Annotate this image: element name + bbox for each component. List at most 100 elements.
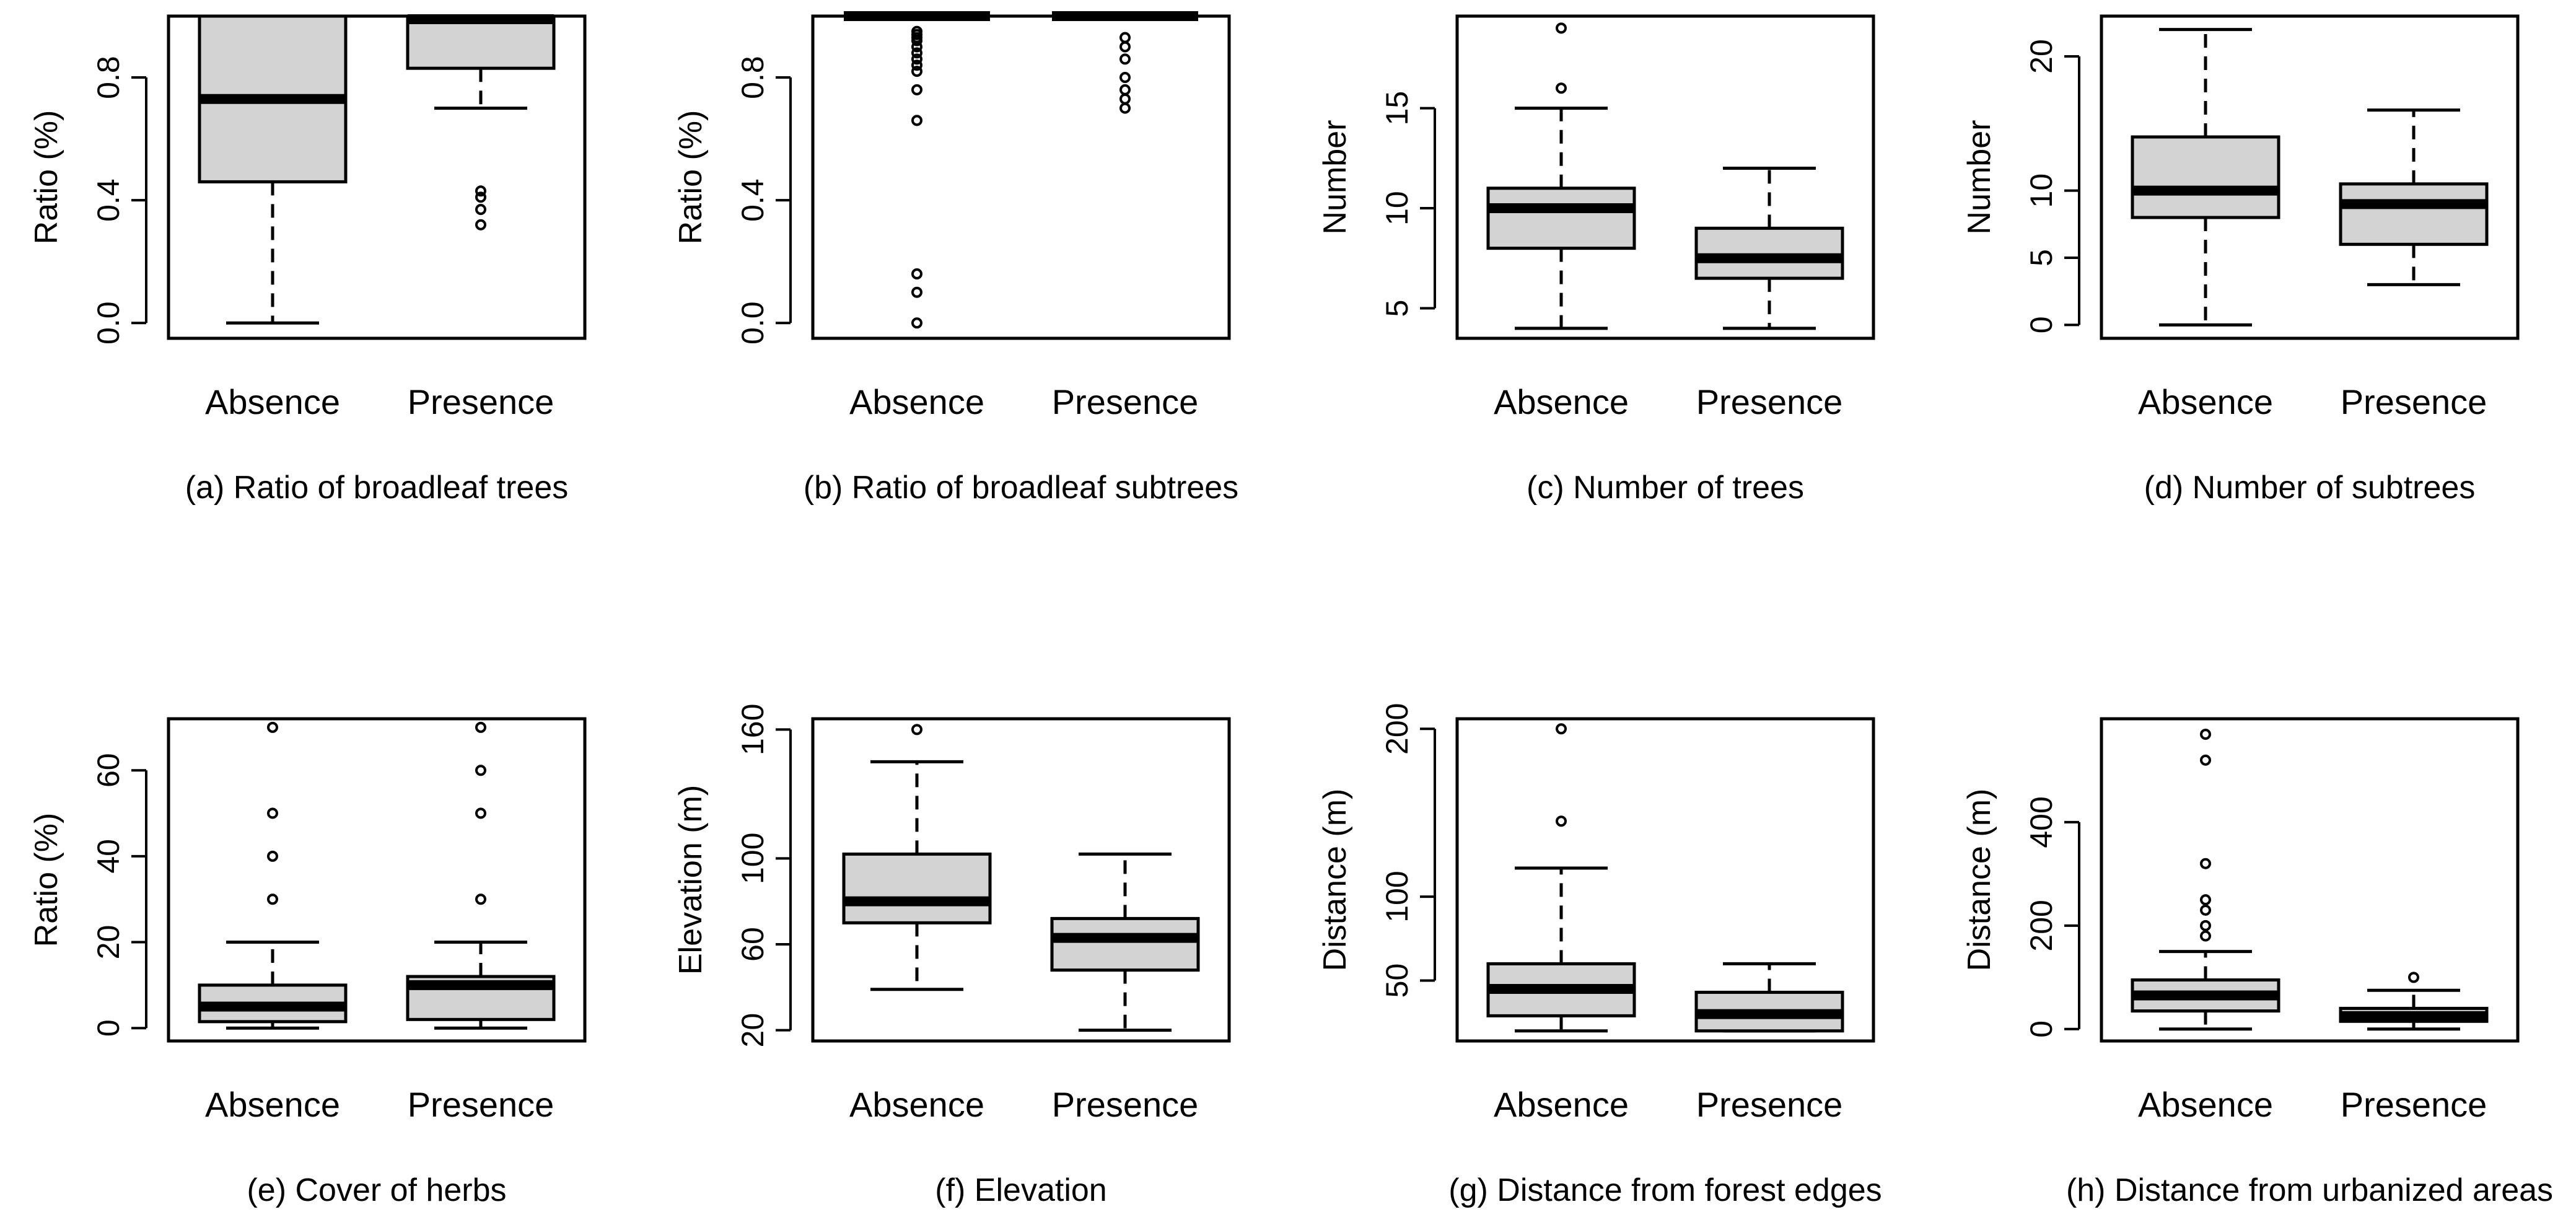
y-tick-label: 200 [1380,703,1414,755]
y-axis-label: Elevation (m) [673,785,709,975]
y-axis-label: Ratio (%) [28,813,64,947]
panel-caption: (d) Number of subtrees [2144,470,2476,506]
x-category-label: Presence [2341,382,2487,421]
y-tick-label: 40 [91,839,126,874]
panel-a: 0.0 0.4 0.8 Ratio (%) Absence Presence (a) Rat… [28,14,587,506]
box-presence [406,14,556,231]
panel-f: 20 60 100 160 Elevation (m) Absence Presence (f… [673,704,1231,1208]
outlier-point [267,721,278,733]
plot-frame [167,14,587,340]
iqr-box [2339,182,2489,246]
outlier-point [911,286,922,298]
box-presence [2339,972,2489,1031]
outlier-point [267,850,278,862]
box-presence [406,721,556,1030]
outlier-point [1119,102,1131,114]
iqr-box [1050,916,1200,972]
panel-b: 0.0 0.4 0.8 Ratio (%) Absence Presence (b) Rat… [673,11,1238,506]
x-category-label: Presence [2341,1085,2487,1124]
outlier-point [2200,894,2211,906]
box-absence [2131,729,2280,1031]
panel-e: 0 20 40 60 Ratio (%) Absence Presence (e) Cover… [28,717,587,1208]
plot-frame [1455,14,1875,340]
box-absence [198,14,348,325]
outlier-point [1119,84,1131,95]
box-absence [2131,28,2280,327]
box-presence [1050,852,1200,1032]
box-presence [1694,166,1844,330]
x-category-label: Absence [849,382,984,421]
box-absence [1486,22,1636,330]
plot-frame [167,717,587,1043]
iqr-box [1694,226,1844,280]
outlier-point [911,66,922,77]
iqr-box [1486,187,1636,250]
outlier-point [911,115,922,126]
panel-caption: (c) Number of trees [1527,470,1804,506]
outlier-point [911,53,922,65]
y-axis-label: Ratio (%) [28,110,64,245]
y-tick-label: 60 [91,753,126,788]
plot-frame [2100,14,2520,340]
outlier-point [911,84,922,95]
x-category-label: Absence [205,1085,340,1124]
outlier-point [2408,972,2419,983]
plot-frame [811,717,1231,1043]
outlier-point [267,894,278,905]
outlier-point [1119,72,1131,84]
iqr-box [2131,135,2280,219]
outlier-point [2200,754,2211,766]
outlier-point [1556,815,1567,827]
box-absence [844,11,990,329]
panel-c: 5 10 15 Number Absence Presence (c) Number of … [1317,14,1875,506]
x-category-label: Absence [1494,1085,1629,1124]
outlier-point [2200,729,2211,740]
panel-caption: (e) Cover of herbs [247,1172,506,1208]
x-category-label: Absence [849,1085,984,1124]
y-tick-label: 20 [735,1013,770,1048]
y-tick-label: 0.4 [735,178,770,222]
outlier-point [1119,93,1131,105]
x-category-label: Absence [2138,1085,2273,1124]
outlier-point [475,219,486,231]
y-axis-label: Distance (m) [1961,789,1997,972]
panel-caption: (a) Ratio of broadleaf trees [185,470,569,506]
x-category-label: Presence [1696,382,1843,421]
outlier-point [911,724,922,735]
outlier-point [2200,858,2211,869]
y-tick-label: 50 [1380,964,1414,998]
y-axis-label: Ratio (%) [673,110,709,245]
outlier-point [911,25,922,37]
outlier-point [1119,53,1131,65]
y-axis-label: Distance (m) [1317,789,1353,972]
panel-caption: (f) Elevation [935,1172,1106,1208]
box-presence [1052,11,1198,114]
outlier-point [1556,22,1567,34]
y-tick-label: 5 [1380,300,1414,317]
y-tick-label: 400 [2024,796,2059,848]
y-tick-label: 0 [91,1019,126,1037]
y-tick-label: 160 [735,704,770,755]
y-tick-label: 15 [1380,91,1414,126]
y-tick-label: 100 [735,833,770,884]
y-tick-label: 60 [735,927,770,962]
y-tick-label: 0.0 [735,301,770,345]
outlier-point [475,765,486,776]
y-tick-label: 10 [1380,191,1414,226]
iqr-box [842,852,992,924]
y-tick-label: 0.8 [91,56,126,99]
y-tick-label: 0 [2024,316,2059,333]
outlier-point [2200,930,2211,942]
y-tick-label: 200 [2024,900,2059,951]
y-tick-label: 0.4 [91,178,126,222]
x-category-label: Absence [1494,382,1629,421]
outlier-point [475,721,486,733]
y-axis-label: Number [1961,120,1997,235]
y-tick-label: 20 [2024,39,2059,74]
outlier-point [1556,723,1567,735]
box-presence [1694,962,1844,1033]
x-category-label: Presence [1052,1085,1199,1124]
panel-caption: (b) Ratio of broadleaf subtrees [804,470,1238,506]
outlier-point [475,185,486,197]
